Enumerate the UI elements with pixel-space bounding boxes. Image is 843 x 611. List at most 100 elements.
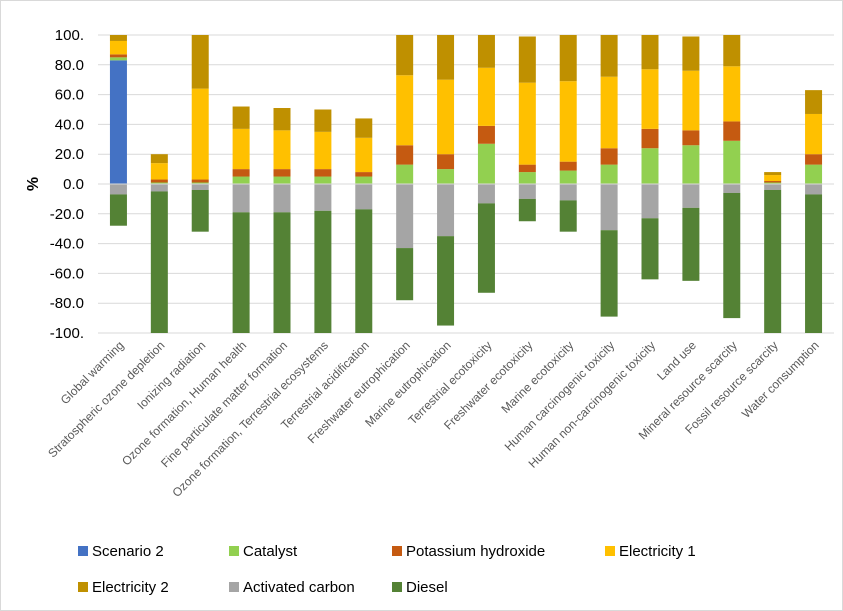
bars bbox=[109, 35, 823, 333]
y-tick-label: 100. bbox=[55, 27, 84, 44]
bar-segment bbox=[805, 194, 823, 333]
bar-segment bbox=[232, 176, 250, 184]
bar-segment bbox=[191, 35, 209, 89]
bar-segment bbox=[109, 194, 127, 226]
legend-item: Electricity 2 bbox=[78, 579, 169, 596]
bar-segment bbox=[273, 169, 291, 177]
bar-segment bbox=[314, 184, 332, 211]
bar-segment bbox=[396, 75, 414, 146]
legend-label: Electricity 2 bbox=[92, 579, 169, 596]
bar-segment bbox=[477, 125, 495, 144]
y-axis-label: % bbox=[25, 177, 42, 191]
bar-segment bbox=[477, 184, 495, 204]
bar-segment bbox=[764, 184, 782, 190]
bar-segment bbox=[355, 176, 373, 184]
bar-segment bbox=[518, 184, 536, 199]
bar-segment bbox=[150, 154, 168, 164]
bar-segment bbox=[682, 130, 700, 146]
bar-segment bbox=[641, 148, 659, 184]
bar-segment bbox=[232, 128, 250, 170]
legend-swatch bbox=[605, 546, 615, 556]
bar-segment bbox=[314, 109, 332, 132]
bar-segment bbox=[477, 35, 495, 68]
bar-segment bbox=[314, 210, 332, 333]
bar-segment bbox=[232, 169, 250, 177]
legend-item: Catalyst bbox=[229, 543, 298, 560]
legend-label: Scenario 2 bbox=[92, 543, 164, 560]
bar-segment bbox=[232, 212, 250, 333]
legend: Scenario 2 Catalyst Potassium hydroxide Ele… bbox=[78, 543, 696, 596]
bar-segment bbox=[396, 248, 414, 301]
bar-segment bbox=[437, 184, 455, 237]
bar-segment bbox=[559, 170, 577, 184]
bar-segment bbox=[150, 191, 168, 333]
bar-segment bbox=[109, 35, 127, 41]
bar-segment bbox=[723, 184, 741, 193]
bar-segment bbox=[764, 172, 782, 176]
bar-segment bbox=[150, 184, 168, 192]
bar-segment bbox=[682, 70, 700, 131]
bar-segment bbox=[600, 164, 618, 184]
legend-label: Activated carbon bbox=[243, 579, 355, 596]
bar-segment bbox=[764, 175, 782, 182]
y-tick-label: -20.0 bbox=[50, 206, 84, 223]
bar-segment bbox=[109, 60, 127, 184]
y-tick-label: 0.0 bbox=[63, 176, 84, 193]
bar-segment bbox=[723, 121, 741, 141]
bar-segment bbox=[518, 198, 536, 222]
legend-swatch bbox=[392, 582, 402, 592]
bar-segment bbox=[314, 176, 332, 184]
legend-swatch bbox=[392, 546, 402, 556]
bar-segment bbox=[477, 143, 495, 184]
y-tick-label: -80.0 bbox=[50, 295, 84, 312]
y-tick-label: 40.0 bbox=[55, 116, 84, 133]
legend-swatch bbox=[229, 582, 239, 592]
bar-segment bbox=[682, 36, 700, 71]
bar-segment bbox=[232, 184, 250, 213]
bar-segment bbox=[641, 35, 659, 70]
bar-segment bbox=[764, 182, 782, 184]
bar-segment bbox=[437, 154, 455, 170]
bar-segment bbox=[109, 184, 127, 195]
bar-segment bbox=[191, 182, 209, 184]
bar-segment bbox=[600, 148, 618, 165]
bar-segment bbox=[273, 184, 291, 213]
bar-segment bbox=[518, 172, 536, 184]
y-tick-label: -40.0 bbox=[50, 236, 84, 253]
bar-segment bbox=[600, 230, 618, 317]
bar-segment bbox=[109, 57, 127, 61]
bar-segment bbox=[641, 218, 659, 280]
bar-segment bbox=[150, 182, 168, 184]
bar-segment bbox=[723, 35, 741, 67]
bar-segment bbox=[273, 212, 291, 333]
bar-segment bbox=[559, 81, 577, 162]
bar-segment bbox=[355, 172, 373, 177]
bar-segment bbox=[518, 36, 536, 83]
bar-segment bbox=[273, 130, 291, 170]
y-tick-label: 80.0 bbox=[55, 57, 84, 74]
legend-item: Electricity 1 bbox=[605, 543, 696, 560]
bar-segment bbox=[232, 106, 250, 129]
bar-segment bbox=[641, 128, 659, 149]
bar-segment bbox=[150, 179, 168, 183]
bar-segment bbox=[355, 118, 373, 138]
bar-segment bbox=[437, 79, 455, 155]
legend-label: Potassium hydroxide bbox=[406, 543, 545, 560]
bar-segment bbox=[437, 35, 455, 80]
bar-segment bbox=[109, 54, 127, 58]
bar-segment bbox=[314, 131, 332, 170]
legend-item: Activated carbon bbox=[229, 579, 355, 596]
bar-segment bbox=[437, 169, 455, 184]
legend-swatch bbox=[78, 582, 88, 592]
bar-segment bbox=[682, 207, 700, 281]
bar-segment bbox=[273, 108, 291, 131]
bar-segment bbox=[764, 181, 782, 183]
bar-segment bbox=[600, 184, 618, 231]
bar-segment bbox=[805, 90, 823, 114]
bar-segment bbox=[805, 184, 823, 195]
bar-segment bbox=[396, 35, 414, 76]
bar-segment bbox=[682, 184, 700, 208]
bar-segment bbox=[805, 154, 823, 165]
